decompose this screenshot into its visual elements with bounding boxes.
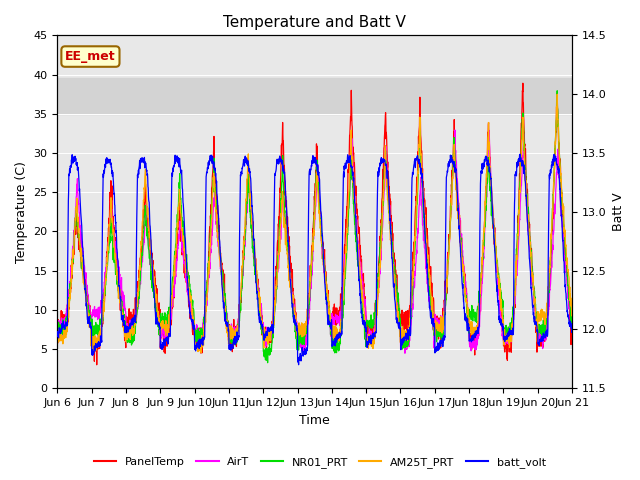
Legend: PanelTemp, AirT, NR01_PRT, AM25T_PRT, batt_volt: PanelTemp, AirT, NR01_PRT, AM25T_PRT, ba…	[90, 452, 550, 472]
Title: Temperature and Batt V: Temperature and Batt V	[223, 15, 406, 30]
Text: EE_met: EE_met	[65, 50, 116, 63]
Y-axis label: Temperature (C): Temperature (C)	[15, 161, 28, 263]
Y-axis label: Batt V: Batt V	[612, 192, 625, 231]
Bar	[58, 78, 572, 114]
X-axis label: Time: Time	[300, 414, 330, 427]
